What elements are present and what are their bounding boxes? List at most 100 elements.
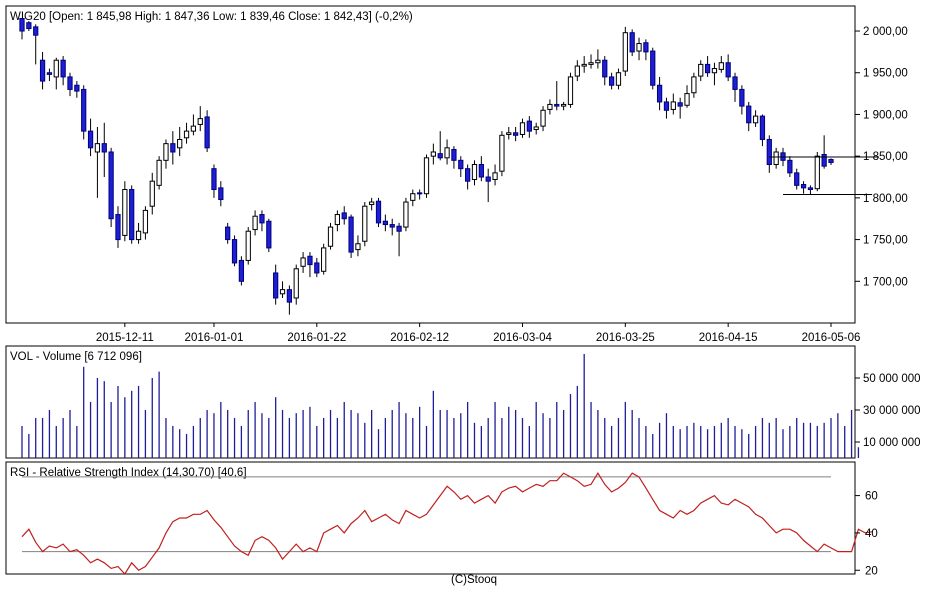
candle-up (135, 230, 142, 241)
candle-down (87, 130, 94, 149)
candle-up (471, 164, 478, 181)
candle-down (739, 88, 745, 107)
candle-down (821, 153, 827, 167)
candle-up (142, 209, 149, 234)
candle-up (670, 101, 676, 110)
rsi-y-tick-label: 20 (865, 565, 878, 577)
candle-up (588, 62, 594, 65)
candle-down (307, 255, 313, 266)
candle-down (513, 132, 519, 136)
candle-down (273, 272, 279, 299)
price-y-tick-label: 1 750,00 (863, 235, 908, 247)
price-y-tick-label: 1 950,00 (863, 68, 908, 80)
candle-up (163, 143, 169, 161)
candle-up (327, 226, 334, 247)
candle-up (252, 215, 258, 231)
candle-down (663, 101, 670, 111)
candle-down (39, 59, 46, 82)
rsi-line (21, 472, 873, 575)
price-y-tick-label: 1 800,00 (863, 193, 908, 205)
candle-down (129, 189, 135, 241)
candle-down (417, 192, 423, 195)
candle-up (581, 63, 587, 67)
candle-down (629, 32, 635, 53)
price-x-tick-label: 2016-02-12 (390, 332, 449, 344)
candle-down (787, 159, 793, 174)
candle-up (177, 138, 183, 149)
price-y-tick-label: 1 900,00 (863, 109, 908, 121)
price-y-tick-label: 1 850,00 (863, 151, 908, 163)
candle-up (183, 130, 190, 139)
candle-up (321, 247, 327, 272)
price-y-tick-label: 2 000,00 (863, 26, 908, 38)
candle-up (814, 155, 820, 190)
candle-down (81, 88, 87, 132)
candle-down (108, 151, 114, 220)
candle-up (245, 230, 251, 261)
candle-up (595, 59, 601, 64)
candle-up (334, 214, 340, 226)
volume-panel-frame (5, 345, 856, 459)
candle-down (746, 105, 752, 124)
candle-down (794, 172, 800, 186)
candle-up (560, 103, 567, 107)
price-x-tick-label: 2016-04-15 (699, 332, 758, 344)
candle-down (602, 59, 608, 78)
candle-down (800, 184, 807, 189)
candle-up (362, 205, 368, 242)
candle-up (540, 109, 546, 127)
price-x-tick-label: 2016-05-06 (802, 332, 861, 344)
candle-down (608, 76, 615, 86)
candle-down (74, 84, 80, 92)
candle-up (369, 201, 375, 206)
candle-down (643, 42, 649, 53)
price-x-tick-label: 2016-03-04 (493, 332, 552, 344)
candle-up (622, 32, 628, 72)
rsi-y-tick-label: 40 (865, 528, 878, 540)
candle-down (341, 212, 347, 220)
candle-down (828, 159, 834, 163)
candle-up (279, 289, 286, 295)
candle-down (33, 26, 39, 36)
candle-up (122, 189, 128, 236)
candle-down (526, 120, 532, 132)
volume-y-tick-label: 30 000 000 (863, 405, 921, 417)
rsi-panel-title: RSI - Relative Strength Index (14,30,70)… (10, 467, 247, 479)
candle-up (691, 76, 697, 94)
price-panel-title: WIG20 [Open: 1 845,98 High: 1 847,36 Low… (10, 11, 413, 23)
candle-down (650, 50, 656, 86)
candle-up (615, 72, 622, 86)
candle-down (382, 220, 388, 226)
candle-down (46, 72, 53, 75)
volume-y-tick-label: 10 000 000 (863, 437, 921, 449)
candle-up (773, 151, 779, 166)
candle-down (348, 216, 354, 253)
candle-up (718, 62, 724, 70)
candle-up (711, 68, 718, 74)
price-panel-frame (5, 5, 856, 324)
candle-down (225, 226, 231, 241)
candle-up (190, 125, 197, 132)
rsi-panel: RSI - Relative Strength Index (14,30,70)… (5, 461, 878, 577)
candle-down (458, 159, 464, 170)
price-x-tick-label: 2016-01-22 (287, 332, 346, 344)
candle-up (444, 147, 450, 159)
candle-up (567, 76, 574, 105)
candle-down (170, 143, 176, 153)
candle-down (266, 220, 272, 249)
candle-down (259, 214, 265, 224)
price-x-tick-label: 2016-01-01 (185, 332, 244, 344)
candle-down (704, 63, 711, 74)
price-panel: WIG20 [Open: 1 845,98 High: 1 847,36 Low… (5, 5, 908, 344)
candle-up (547, 103, 553, 110)
candle-down (437, 153, 443, 159)
volume-y-tick-label: 50 000 000 (863, 373, 921, 385)
candle-down (231, 239, 238, 264)
candle-down (67, 76, 73, 90)
candle-down (375, 200, 382, 224)
candle-up (533, 126, 539, 130)
price-y-tick-label: 1 700,00 (863, 276, 908, 288)
candle-up (149, 180, 155, 207)
candle-up (94, 143, 101, 153)
